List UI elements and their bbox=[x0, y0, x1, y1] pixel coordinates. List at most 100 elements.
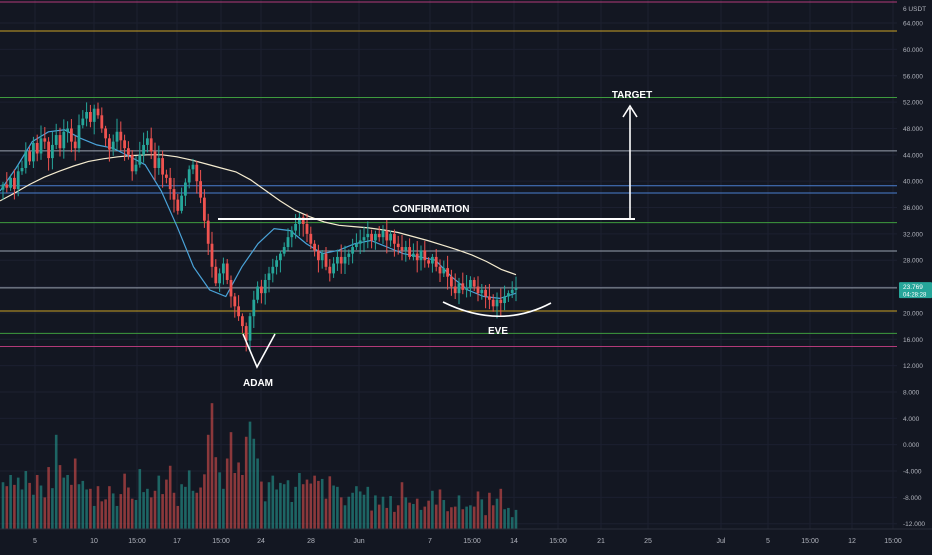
horizontal-levels bbox=[0, 1, 897, 348]
candle-body bbox=[168, 177, 172, 190]
candle-body bbox=[370, 233, 373, 241]
candle-body bbox=[62, 131, 66, 149]
pattern-drawings: TARGET CONFIRMATION ADAM EVE bbox=[218, 90, 652, 389]
price-tick-label: -8.000 bbox=[903, 495, 922, 502]
candle-body bbox=[358, 240, 362, 244]
candle-body bbox=[119, 131, 123, 141]
volume-bar bbox=[187, 470, 191, 529]
price-axis-background bbox=[897, 0, 932, 550]
candle-body bbox=[165, 174, 168, 178]
volume-bar bbox=[457, 495, 461, 529]
target-arrow-head bbox=[622, 104, 638, 118]
candle-body bbox=[476, 286, 480, 294]
time-axis[interactable]: 5 10 15:00 17 15:00 24 28 Jun 7 15:00 14 15:00 21 25 J… bbox=[0, 528, 932, 550]
candle-body bbox=[298, 217, 301, 224]
candle-body bbox=[271, 266, 275, 274]
volume-bar bbox=[271, 475, 275, 529]
time-tick-label: 25 bbox=[644, 538, 652, 545]
price-tick-label: 44.000 bbox=[903, 152, 923, 159]
candle-body bbox=[267, 273, 271, 280]
volume-bar bbox=[347, 496, 351, 529]
candle-body bbox=[347, 253, 351, 257]
volume-bar bbox=[305, 479, 309, 529]
candle-body bbox=[252, 299, 256, 317]
volume-bar bbox=[313, 475, 316, 529]
volume-bar bbox=[396, 505, 400, 529]
candle-body bbox=[461, 283, 465, 290]
candle-body bbox=[472, 279, 476, 287]
volume-bar bbox=[218, 472, 221, 529]
candle-body bbox=[184, 182, 187, 196]
volume-bar bbox=[415, 498, 419, 529]
volume-bar bbox=[100, 501, 104, 529]
volume-bar bbox=[419, 509, 423, 529]
eve-curve bbox=[442, 301, 552, 317]
time-axis-background bbox=[0, 529, 932, 550]
candle-body bbox=[427, 260, 430, 264]
time-tick-label: 21 bbox=[597, 538, 605, 545]
candle-body bbox=[355, 243, 358, 248]
candle-body bbox=[275, 260, 278, 267]
volume-bar bbox=[176, 505, 180, 529]
candle-body bbox=[374, 233, 377, 241]
time-tick-label: 28 bbox=[307, 538, 315, 545]
candle-body bbox=[153, 151, 157, 168]
volume-bar bbox=[514, 509, 518, 529]
volume-bar bbox=[104, 499, 107, 529]
volume-bar bbox=[465, 506, 468, 529]
candle-body bbox=[43, 138, 47, 142]
price-axis[interactable]: 6 USDT 64.000 60.000 56.000 52.000 48.000 44.0… bbox=[897, 0, 932, 550]
volume-bar bbox=[16, 477, 20, 529]
volume-bar bbox=[301, 484, 305, 529]
volume-bar bbox=[343, 505, 347, 529]
price-tick-label: -4.000 bbox=[903, 469, 922, 476]
volume-bar bbox=[96, 486, 100, 529]
candle-body bbox=[96, 108, 100, 116]
volume-bar bbox=[358, 491, 362, 529]
volume-bar bbox=[404, 497, 408, 529]
volume-bar bbox=[1, 482, 5, 529]
volume-bar bbox=[85, 489, 88, 529]
volume-bar bbox=[446, 511, 449, 529]
candle-body bbox=[324, 253, 328, 267]
price-tick-label: 16.000 bbox=[903, 337, 923, 344]
candle-body bbox=[381, 230, 385, 238]
volume-bar bbox=[81, 480, 85, 529]
candle-body bbox=[343, 256, 347, 264]
candle-body bbox=[176, 199, 180, 211]
volume-bar bbox=[66, 474, 69, 529]
volume-bar bbox=[351, 492, 354, 529]
time-tick-label: 17 bbox=[173, 538, 181, 545]
volume-bar bbox=[5, 486, 9, 529]
candle-body bbox=[13, 177, 16, 190]
volume-bar bbox=[480, 499, 484, 529]
candle-body bbox=[453, 286, 457, 294]
time-tick-label: 12 bbox=[848, 538, 856, 545]
volume-bar bbox=[172, 492, 176, 529]
volume-bar bbox=[115, 505, 119, 529]
candle-body bbox=[495, 299, 499, 307]
price-tick-label: 28.000 bbox=[903, 258, 923, 265]
volume-bar bbox=[142, 492, 145, 529]
price-tick-label: 40.000 bbox=[903, 179, 923, 186]
volume-bar bbox=[168, 465, 172, 529]
candle-body bbox=[446, 268, 449, 277]
volume-bar bbox=[267, 482, 271, 529]
candle-body bbox=[389, 233, 392, 241]
volume-bar bbox=[260, 481, 263, 529]
candle-body bbox=[457, 283, 461, 294]
candle-body bbox=[172, 189, 176, 200]
candle-body bbox=[81, 118, 85, 126]
volume-bar bbox=[252, 438, 256, 529]
time-tick-label: 15:00 bbox=[128, 538, 146, 545]
volume-bar bbox=[476, 491, 480, 529]
candle-body bbox=[313, 243, 316, 251]
volume-bar bbox=[195, 492, 199, 529]
candle-body bbox=[336, 256, 339, 264]
candle-body bbox=[282, 247, 286, 254]
candle-body bbox=[51, 144, 54, 159]
volume-bar bbox=[491, 505, 495, 529]
candle-body bbox=[412, 253, 415, 257]
